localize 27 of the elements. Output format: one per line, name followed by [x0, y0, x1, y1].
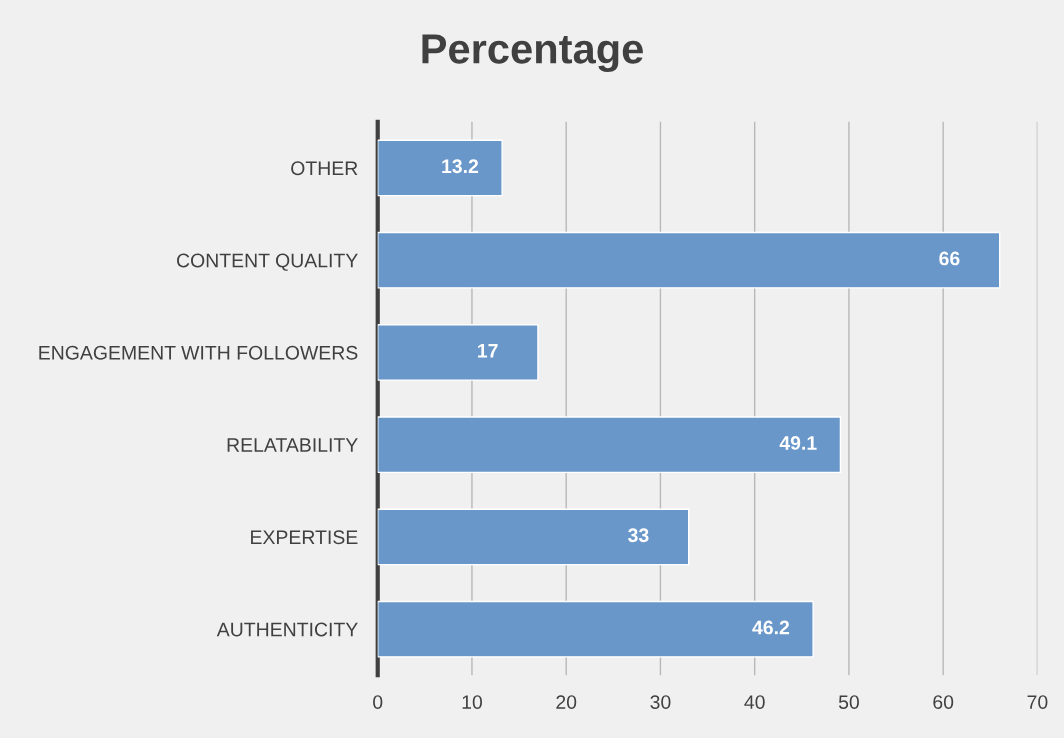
data-label: 17	[478, 344, 498, 358]
bar	[377, 508, 690, 566]
y-tick-label: OTHER	[291, 161, 358, 176]
y-tick-label: ENGAGEMENT WITH FOLLOWERS	[39, 345, 358, 360]
data-label: 13.2	[442, 159, 479, 174]
x-tick-label: 10	[462, 695, 483, 709]
x-tick-label: 20	[556, 695, 577, 709]
y-tick-label: AUTHENTICITY	[216, 622, 358, 637]
x-tick-label: 0	[373, 695, 383, 709]
data-label: 46.2	[752, 620, 790, 635]
bar	[377, 600, 814, 658]
bar	[377, 324, 539, 381]
data-label: 33	[628, 528, 649, 543]
x-tick-label: 40	[744, 695, 765, 709]
chart-title: Percentage	[422, 34, 643, 73]
y-tick-label: CONTENT QUALITY	[177, 253, 358, 271]
x-tick-label: 50	[838, 695, 859, 709]
data-label: 49.1	[779, 436, 817, 450]
x-tick-label: 30	[650, 695, 671, 709]
data-label: 66	[939, 251, 960, 266]
bar	[377, 416, 842, 474]
y-tick-label: RELATABILITY	[227, 438, 358, 452]
bar	[377, 231, 1001, 289]
bar	[377, 139, 503, 197]
y-tick-label: EXPERTISE	[251, 530, 358, 545]
x-tick-label: 60	[933, 695, 954, 709]
x-tick-label: 70	[1027, 695, 1048, 709]
